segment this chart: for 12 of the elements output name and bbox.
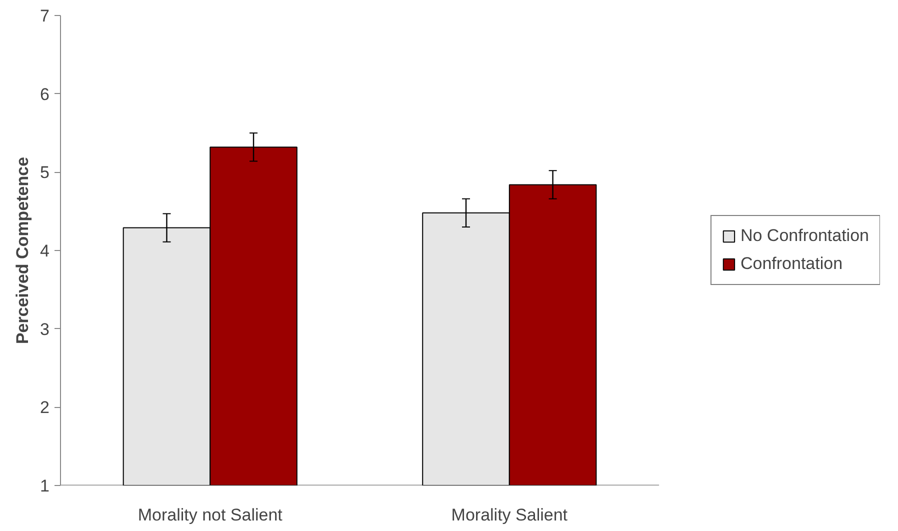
y-tick-label: 5 (40, 163, 50, 182)
y-tick-label: 7 (40, 6, 50, 26)
x-tick-label: Morality Salient (451, 506, 568, 524)
y-tick-label: 3 (40, 320, 50, 339)
y-tick-label: 1 (40, 476, 50, 496)
y-tick-label: 4 (40, 242, 50, 260)
legend-label: No Confrontation (740, 226, 869, 246)
y-tick-label: 6 (40, 84, 50, 104)
x-tick-label: Morality not Salient (138, 506, 283, 524)
y-axis-title: Perceived Competence (13, 156, 32, 344)
legend-label: Confrontation (740, 254, 843, 274)
y-tick-label: 2 (40, 398, 50, 418)
